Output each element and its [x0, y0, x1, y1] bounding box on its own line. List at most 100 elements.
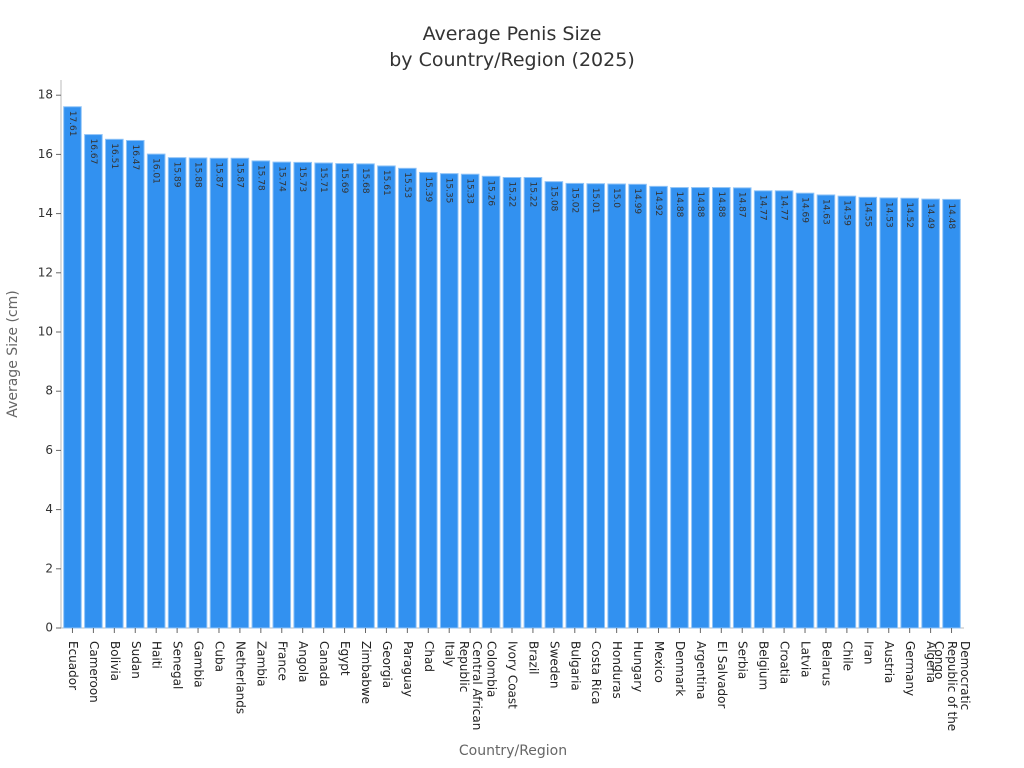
x-tick-label: Canada — [317, 641, 332, 687]
bar — [900, 197, 919, 629]
x-tick-label: Georgia — [379, 641, 394, 689]
bar — [377, 165, 396, 629]
bar — [418, 171, 438, 629]
data-label: 16.47 — [130, 144, 140, 170]
x-tick-label: Germany — [903, 641, 918, 697]
y-tick-label: 10 — [38, 325, 53, 339]
bar — [125, 139, 145, 629]
data-label: 15.02 — [569, 187, 579, 213]
x-tick-label: Croatia — [777, 641, 792, 685]
bar — [732, 187, 752, 629]
data-label: 15.74 — [276, 166, 286, 192]
data-label: 14.77 — [758, 195, 768, 221]
bar — [670, 187, 689, 629]
x-tick-label: Hungary — [631, 641, 646, 693]
data-label: 15.22 — [527, 181, 537, 207]
bar — [167, 157, 187, 629]
bar — [816, 194, 836, 629]
x-tick-label: Sudan — [128, 641, 143, 679]
data-label: 16.01 — [151, 158, 161, 184]
y-tick-label: 2 — [45, 561, 53, 575]
bar — [356, 163, 375, 629]
bar — [209, 157, 229, 629]
data-label: 15.0 — [611, 188, 621, 208]
y-tick-label: 14 — [38, 206, 53, 220]
x-tick-label: Ecuador — [65, 641, 80, 691]
x-tick-label: Honduras — [610, 641, 625, 699]
x-tick-label: Denmark — [672, 641, 687, 697]
chart-title: Average Penis Size by Country/Region (20… — [389, 23, 635, 71]
data-label: 15.35 — [444, 178, 454, 204]
x-tick-label: Serbia — [735, 641, 750, 680]
x-tick-label: Chile — [840, 641, 855, 672]
bar — [837, 195, 857, 629]
data-label: 14.63 — [820, 199, 830, 225]
bar — [272, 161, 292, 629]
y-tick-label: 12 — [38, 265, 53, 279]
x-tick-label: Latvia — [798, 641, 813, 678]
y-tick-label: 16 — [38, 147, 53, 161]
data-label: 15.88 — [193, 162, 203, 188]
x-tick-label: Belarus — [819, 641, 834, 687]
data-label: 15.78 — [255, 165, 265, 191]
data-label: 15.89 — [172, 162, 182, 188]
x-tick-label: Central African Republic — [457, 641, 485, 731]
x-tick-label: Ivory Coast — [505, 641, 520, 709]
data-label: 14.88 — [695, 192, 705, 218]
bar — [481, 175, 501, 629]
data-label: 15.68 — [360, 168, 370, 194]
data-label: 14.88 — [716, 192, 726, 218]
x-tick-label: Cameroon — [86, 641, 101, 703]
bar — [398, 167, 417, 629]
data-label: 15.26 — [486, 180, 496, 206]
data-label: 15.08 — [548, 186, 558, 212]
x-tick-label: Colombia — [484, 641, 499, 698]
y-tick-label: 4 — [45, 502, 53, 516]
data-label: 14.59 — [841, 200, 851, 226]
data-label: 14.52 — [904, 202, 914, 228]
x-tick-label: Italy — [442, 641, 457, 668]
bar — [523, 176, 543, 629]
bar — [105, 138, 124, 629]
bar — [691, 187, 710, 629]
data-label: 14.88 — [674, 192, 684, 218]
bar — [753, 190, 773, 629]
bar — [565, 182, 585, 629]
data-label: 15.33 — [465, 178, 475, 204]
y-tick-label: 6 — [45, 443, 53, 457]
data-label: 15.53 — [402, 172, 412, 198]
x-tick-label: Zambia — [254, 641, 269, 687]
x-tick-label: Mexico — [652, 641, 666, 683]
bar — [774, 190, 794, 629]
y-tick-label: 0 — [45, 621, 53, 635]
x-axis-label: Country/Region — [459, 743, 567, 759]
bar — [502, 176, 522, 629]
bar — [230, 157, 250, 629]
x-tick-label: Bulgaria — [568, 641, 583, 691]
bar — [439, 173, 459, 629]
bar — [314, 162, 333, 629]
data-label: 15.71 — [318, 167, 328, 193]
bar — [544, 181, 564, 629]
x-tick-label: Costa Rica — [589, 641, 604, 705]
data-label: 15.87 — [234, 162, 244, 188]
x-tick-label: El Salvador — [714, 641, 729, 709]
x-tick-label: Democratic Republic of the Congo — [932, 641, 973, 732]
bar — [712, 187, 731, 629]
x-tick-label: Gambia — [191, 641, 206, 688]
x-tick-label: Senegal — [170, 641, 185, 690]
bar — [63, 106, 82, 629]
data-label: 14.69 — [800, 197, 810, 223]
y-axis-label: Average Size (cm) — [5, 290, 21, 417]
data-label: 15.87 — [213, 162, 223, 188]
data-label: 15.73 — [297, 166, 307, 192]
bar — [649, 185, 668, 629]
data-label: 17.61 — [67, 111, 77, 137]
data-label: 14.99 — [632, 188, 642, 214]
data-label: 15.69 — [339, 168, 349, 194]
data-label: 14.55 — [862, 201, 872, 227]
data-label: 16.67 — [88, 139, 98, 165]
x-tick-label: Netherlands — [233, 641, 248, 715]
